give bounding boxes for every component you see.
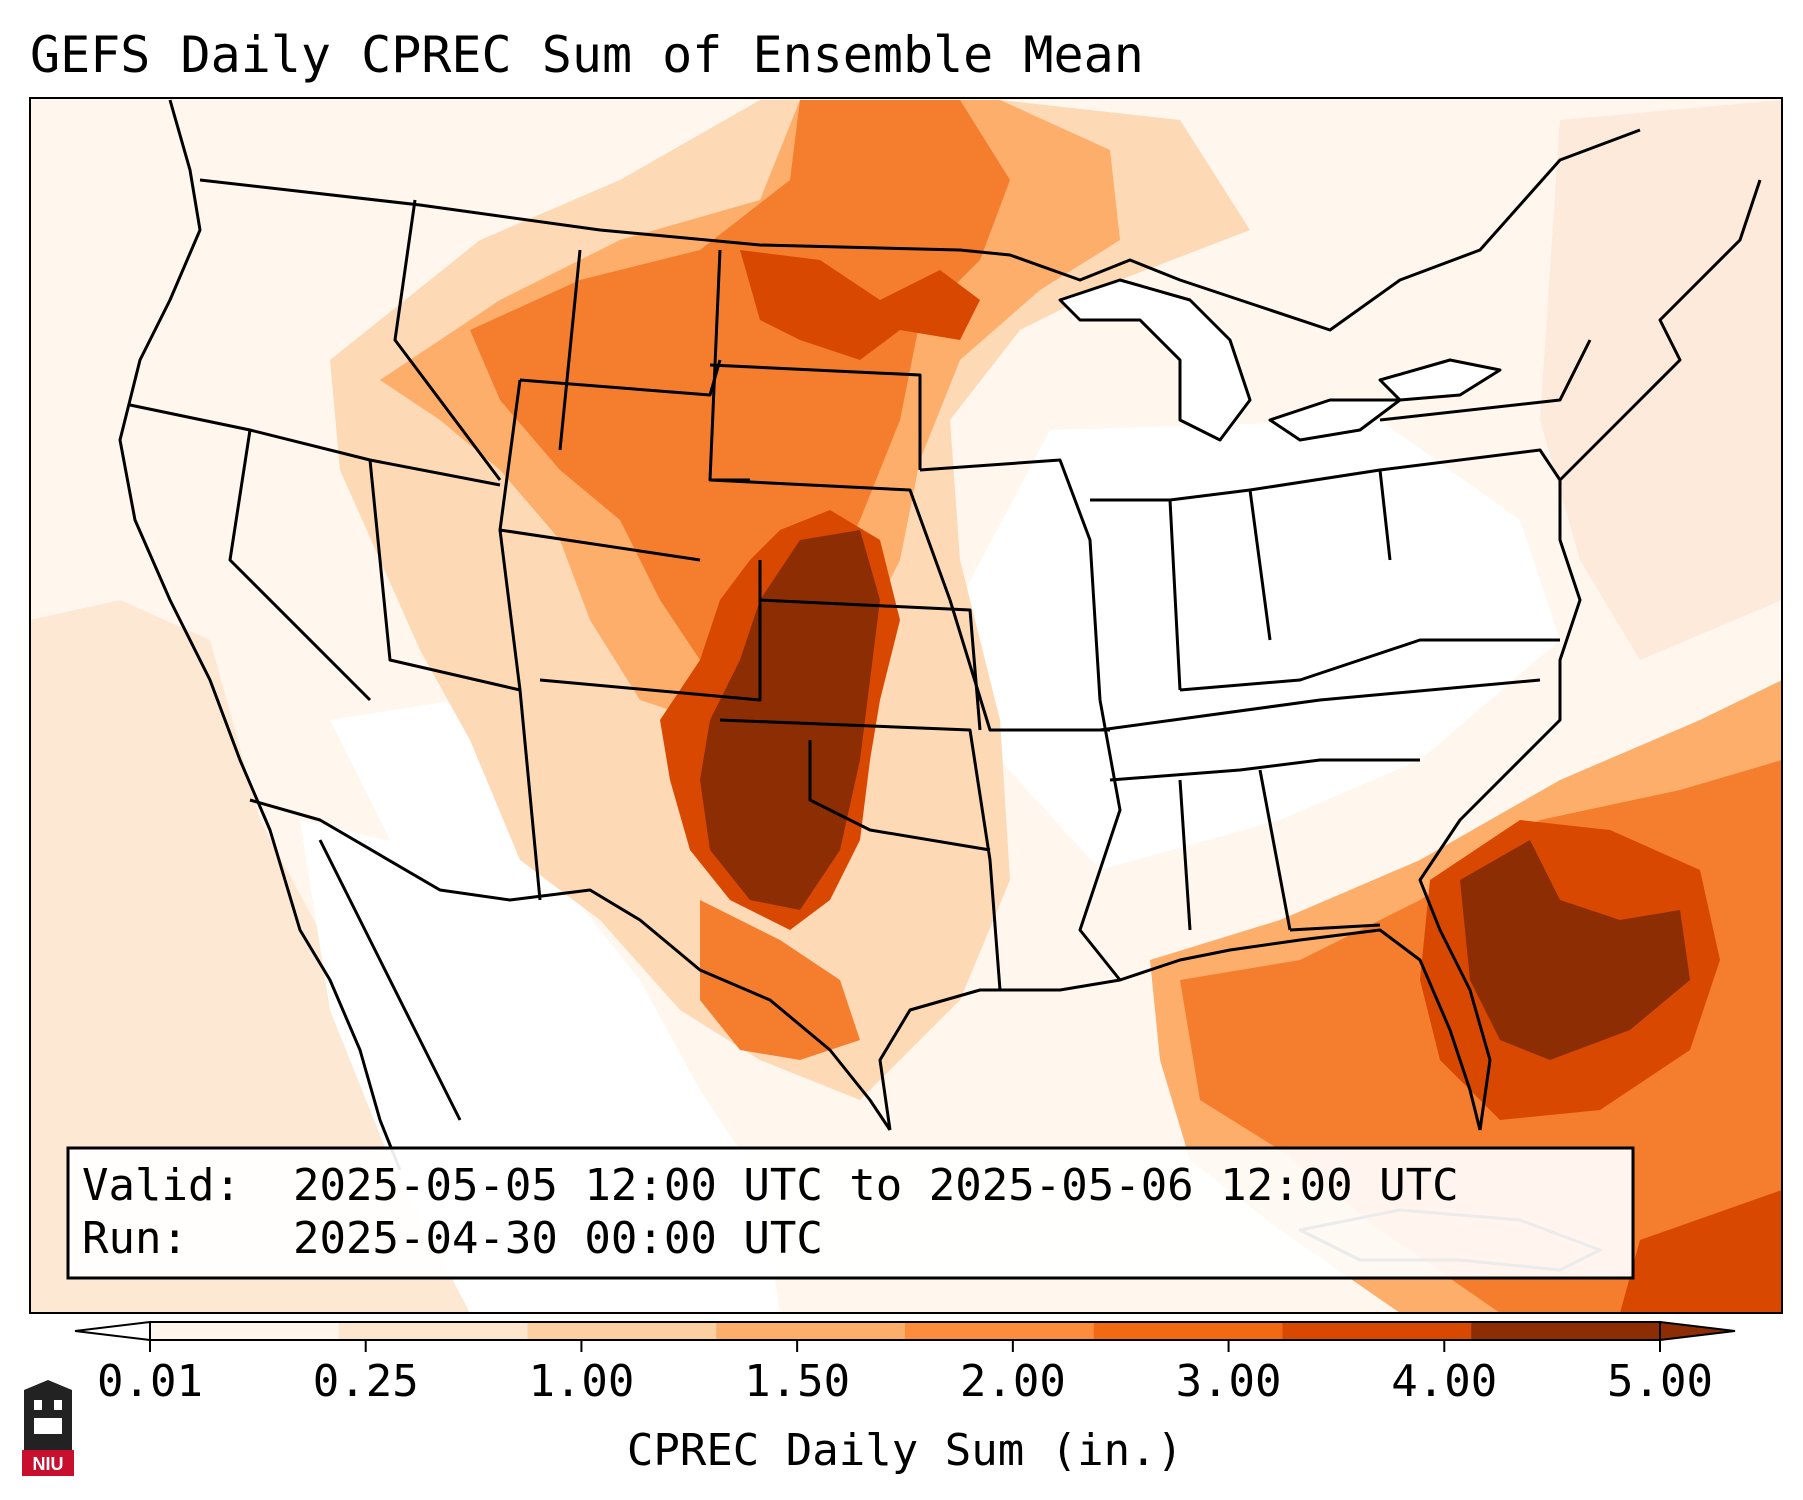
ok-red-river: [808, 740, 991, 852]
ms-al-line: [1178, 779, 1192, 931]
ne-ks-line: [709, 478, 952, 601]
valid-label: Valid:: [82, 1160, 241, 1211]
colorbar-under-extension: [74, 1320, 151, 1342]
ny-line: [1379, 339, 1592, 422]
gulf-coastline: [878, 928, 1482, 1131]
colorbar-segment: [1282, 1322, 1472, 1340]
colorbar-tick-label: 0.25: [313, 1356, 419, 1407]
tn-nc-line: [1099, 678, 1541, 732]
colorbar-segment: [716, 1322, 906, 1340]
al-ga-line: [1258, 769, 1292, 931]
canada-border: [199, 128, 1641, 332]
mo-ar-line: [948, 599, 1110, 732]
ga-fl-line: [1289, 923, 1381, 932]
colorbar-tick-label: 2.00: [960, 1356, 1066, 1407]
mn-ia-mo-line: [919, 458, 1102, 701]
west-coastline: [118, 99, 287, 881]
colorbar-tick-label: 1.00: [528, 1356, 634, 1407]
logo-text: NIU: [33, 1454, 64, 1474]
east-coastline: [1418, 179, 1762, 1131]
colorbar-tick-label: 0.01: [97, 1356, 203, 1407]
precip-plains-orange: [470, 100, 1010, 660]
niu-logo: NIU: [22, 1380, 74, 1476]
colorbar-segment: [338, 1322, 528, 1340]
mt-west-line: [558, 249, 582, 451]
pa-ny-line: [1379, 448, 1562, 481]
colorbar-segment: [1093, 1322, 1283, 1340]
id-line: [393, 199, 502, 481]
ok-tx-line: [719, 718, 1002, 991]
colorbar-segment: [150, 1322, 340, 1340]
colorbar-segment: [527, 1322, 717, 1340]
nv-ut-line: [368, 459, 521, 692]
logo-tower-icon: [24, 1380, 72, 1450]
co-nm-line: [539, 560, 762, 702]
wy-mt-line: [519, 359, 722, 397]
run-value: 2025-04-30 00:00 UTC: [293, 1213, 823, 1264]
colorbar-segment: [905, 1322, 1095, 1340]
map-title: GEFS Daily CPREC Sum of Ensemble Mean: [30, 26, 1144, 84]
colorbar-tick-label: 4.00: [1391, 1356, 1497, 1407]
precip-southern-plains-max: [700, 530, 880, 910]
precip-texas-orange: [700, 900, 860, 1060]
logo-door-icon: [34, 1418, 62, 1434]
gulf-of-california-coast: [318, 839, 462, 1121]
precip-florida-max: [1460, 840, 1690, 1060]
logo-red-bar: [22, 1450, 74, 1476]
info-box: Valid: 2025-05-05 12:00 UTC to 2025-05-0…: [66, 1146, 1635, 1280]
colorbar-over-extension: [1659, 1320, 1736, 1342]
colorbar-label: CPREC Daily Sum (in.): [627, 1425, 1183, 1476]
map-frame: [29, 97, 1783, 1314]
logo-window-icon-2: [54, 1400, 62, 1410]
colorbar-segment: [1471, 1322, 1661, 1340]
colorbar: 0.01 0.25 1.00 1.50 2.00 3.00 4.00 5.00: [74, 1320, 1736, 1407]
baja-coastline: [283, 879, 402, 1171]
colorbar-frame: [149, 1321, 1661, 1341]
boundaries: [118, 99, 1762, 1272]
precip-dakotas-dark: [740, 250, 980, 360]
valid-value: 2025-05-05 12:00 UTC to 2025-05-06 12:00…: [293, 1160, 1459, 1211]
az-nm-line: [498, 529, 542, 901]
precip-caribbean-dark: [1620, 1190, 1782, 1313]
colorbar-tick-label: 1.50: [744, 1356, 850, 1407]
mexico-border: [249, 798, 892, 1131]
logo-window-icon: [34, 1400, 42, 1410]
ar-la-line: [1078, 699, 1122, 981]
great-lakes-ontario: [1378, 358, 1502, 402]
ca-nv-line: [228, 429, 372, 702]
nd-sd-line: [709, 363, 922, 470]
ky-va-line: [1179, 638, 1560, 692]
run-label: Run:: [82, 1213, 188, 1264]
or-ca-nv-line: [129, 403, 501, 487]
colorbar-tick-label: 5.00: [1607, 1356, 1713, 1407]
great-lakes-erie: [1268, 398, 1402, 442]
colorbar-tick-label: 3.00: [1176, 1356, 1282, 1407]
info-box-frame: [66, 1146, 1635, 1280]
great-lakes-michigan: [1058, 278, 1252, 442]
ms-al-ga-line: [1109, 758, 1420, 782]
